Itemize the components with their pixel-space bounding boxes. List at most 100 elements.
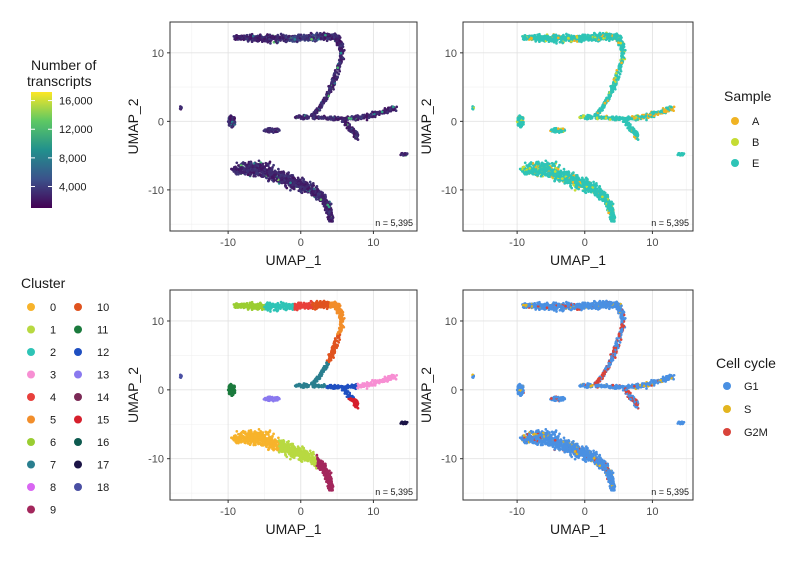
x-tick-label: 0 <box>298 237 304 249</box>
point <box>361 115 364 118</box>
point <box>325 212 328 215</box>
point <box>276 127 279 130</box>
point <box>233 117 236 120</box>
point <box>253 165 256 168</box>
point <box>334 74 337 77</box>
point <box>356 118 359 121</box>
point <box>612 115 615 118</box>
point <box>259 38 262 41</box>
point <box>271 168 274 171</box>
point <box>280 33 283 36</box>
point <box>234 38 237 41</box>
point <box>568 39 571 42</box>
point <box>341 120 344 123</box>
point <box>247 173 250 176</box>
point <box>621 55 624 58</box>
point <box>247 169 250 172</box>
point <box>340 52 343 55</box>
point <box>320 192 323 195</box>
point <box>332 117 335 120</box>
y-axis-title: UMAP_2 <box>125 98 141 154</box>
point <box>265 164 268 167</box>
point <box>564 37 567 40</box>
point <box>330 82 333 85</box>
point <box>281 181 284 184</box>
point <box>546 174 549 177</box>
point <box>274 40 277 43</box>
point <box>311 185 314 188</box>
point <box>597 110 600 113</box>
point <box>543 37 546 40</box>
point <box>617 78 620 81</box>
point <box>528 35 531 38</box>
point <box>316 34 319 37</box>
point <box>296 185 299 188</box>
point <box>609 118 612 121</box>
y-tick-label: 10 <box>152 48 164 60</box>
point <box>653 111 656 114</box>
point <box>254 39 257 42</box>
point <box>320 37 323 40</box>
point <box>237 173 240 176</box>
point <box>256 37 259 40</box>
point <box>302 179 305 182</box>
point <box>595 34 598 37</box>
point <box>620 36 623 39</box>
point <box>620 61 623 64</box>
point <box>277 168 280 171</box>
point <box>555 42 558 45</box>
point <box>338 70 341 73</box>
point <box>280 177 283 180</box>
point <box>582 39 585 42</box>
point <box>299 183 302 186</box>
point <box>319 104 322 107</box>
point <box>282 37 285 40</box>
point <box>275 37 278 40</box>
point <box>374 111 377 114</box>
point <box>291 36 294 39</box>
point <box>537 35 540 38</box>
x-axis-title: UMAP_1 <box>265 252 321 268</box>
point <box>667 108 670 111</box>
point <box>613 78 616 81</box>
point <box>316 185 319 188</box>
point <box>574 189 577 192</box>
point <box>599 36 602 39</box>
x-tick-label: -10 <box>220 237 236 249</box>
point <box>604 98 607 101</box>
point <box>303 118 306 121</box>
point <box>324 194 327 197</box>
point <box>344 120 347 123</box>
point <box>330 203 333 206</box>
point <box>552 34 555 37</box>
point <box>609 38 612 41</box>
point <box>285 187 288 190</box>
point <box>627 126 630 129</box>
cell-count-annotation: n = 5,395 <box>375 218 413 228</box>
point <box>366 119 369 122</box>
point <box>292 176 295 179</box>
point <box>370 114 373 117</box>
y-tick-label: 0 <box>158 116 164 128</box>
point <box>312 190 315 193</box>
point <box>645 119 648 122</box>
point <box>612 82 615 85</box>
point <box>239 35 242 38</box>
point <box>269 42 272 45</box>
point <box>339 45 342 48</box>
point <box>614 117 617 120</box>
point <box>271 37 274 40</box>
point <box>327 218 330 221</box>
point <box>327 33 330 36</box>
point <box>269 161 272 164</box>
point <box>309 181 312 184</box>
point <box>272 164 275 167</box>
point <box>604 102 607 105</box>
point <box>356 137 359 140</box>
point <box>274 170 277 173</box>
point <box>625 120 628 123</box>
point <box>298 39 301 42</box>
